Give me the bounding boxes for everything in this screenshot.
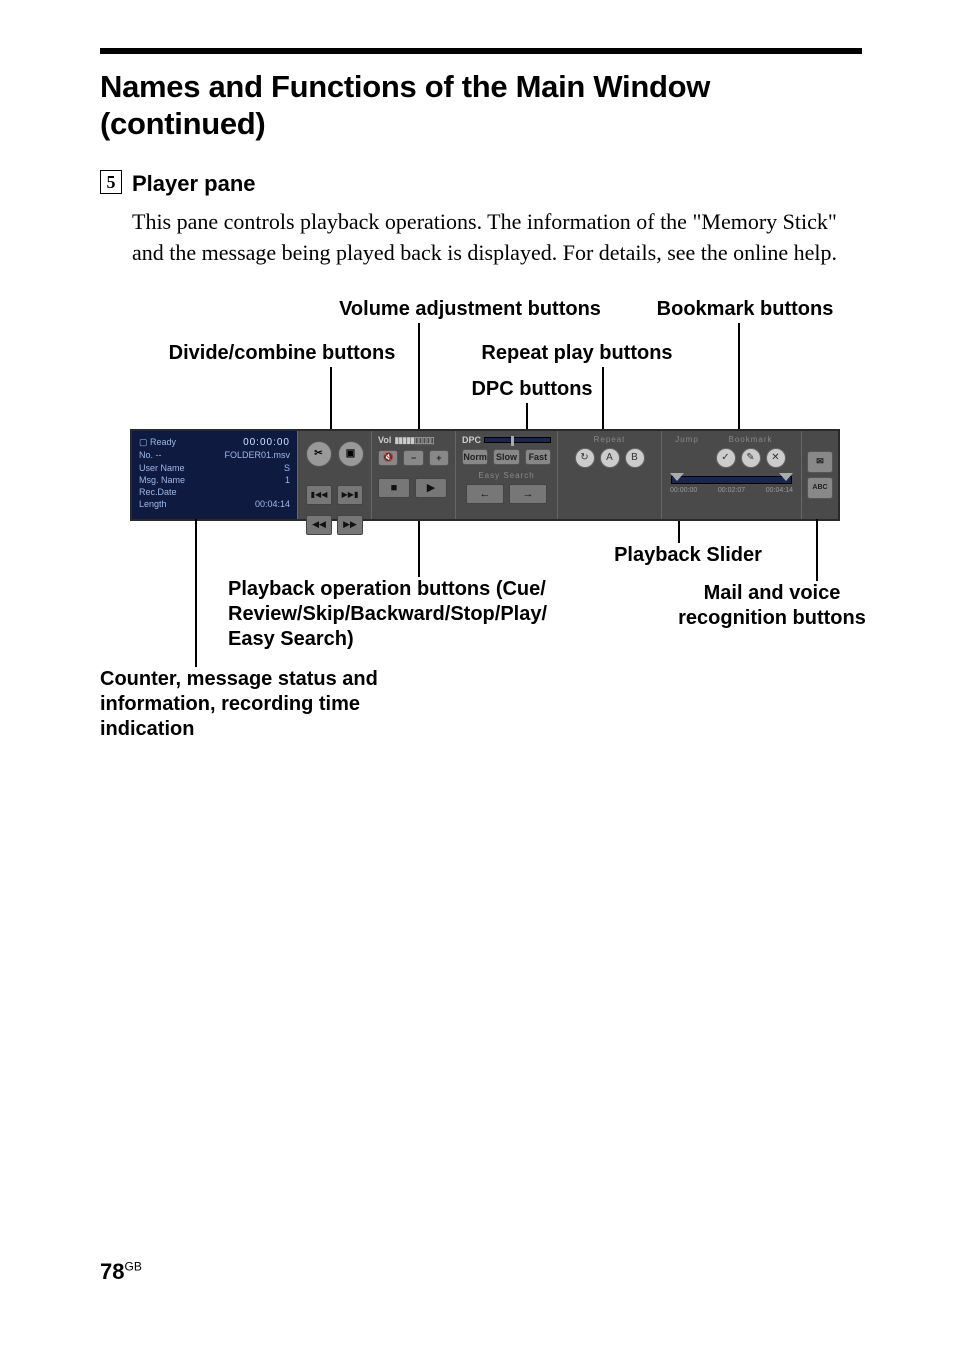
dpc-slow-button[interactable]: Slow [493,449,519,465]
divide-combine-pane: ✂ ▣ ▮◀◀ ▶▶▮ ◀◀ ▶▶ [298,431,372,519]
mail-voice-pane: ✉ ABC [802,431,838,519]
skip-prev-button[interactable]: ▮◀◀ [306,485,332,505]
callout-mail-voice: Mail and voice recognition buttons [662,581,882,631]
stop-button[interactable]: ■ [378,478,410,498]
rewind-button[interactable]: ◀◀ [306,515,332,535]
combine-button[interactable]: ▣ [338,441,364,467]
repeat-b-button[interactable]: B [625,448,645,468]
easy-back-button[interactable]: ← [466,484,504,504]
vol-down-button[interactable]: − [403,450,423,466]
dpc-norm-button[interactable]: Norm [462,449,488,465]
page-number: 78GB [100,1259,142,1285]
play-button[interactable]: ▶ [415,478,447,498]
volume-pane: Vol ▮▮▮▮▮▯▯▯▯▯ 🔇 − + ■ ▶ [372,431,456,519]
callout-counter-info: Counter, message status and information,… [100,667,420,742]
divide-button[interactable]: ✂ [306,441,332,467]
callout-bookmark: Bookmark buttons [630,297,860,322]
bookmark-edit-button[interactable]: ✎ [741,448,761,468]
mail-button[interactable]: ✉ [807,451,833,473]
callout-playback-ops: Playback operation buttons (Cue/ Review/… [228,577,588,652]
callout-repeat: Repeat play buttons [452,341,702,366]
dpc-fast-button[interactable]: Fast [525,449,551,465]
callout-volume: Volume adjustment buttons [280,297,660,322]
playback-slider[interactable] [671,476,792,484]
slider-marker-b[interactable] [779,473,793,481]
repeat-a-button[interactable]: A [600,448,620,468]
section-body-text: This pane controls playback operations. … [132,207,862,269]
section-number-box: 5 [100,170,122,194]
slider-bookmark-pane: Jump Bookmark ✓ ✎ ✕ 00:00:00 00:02:07 [662,431,802,519]
voice-recognition-button[interactable]: ABC [807,477,833,499]
forward-button[interactable]: ▶▶ [337,515,363,535]
bookmark-delete-button[interactable]: ✕ [766,448,786,468]
counter-info-pane: ▢ Ready00:00:00 No. --FOLDER01.msv User … [132,431,298,519]
player-panel: ▢ Ready00:00:00 No. --FOLDER01.msv User … [130,429,840,521]
top-rule [100,48,862,54]
callout-divide: Divide/combine buttons [142,341,422,366]
bookmark-add-button[interactable]: ✓ [716,448,736,468]
callout-slider: Playback Slider [598,543,778,568]
skip-next-button[interactable]: ▶▶▮ [337,485,363,505]
page-title: Names and Functions of the Main Window (… [100,68,862,142]
callout-dpc: DPC buttons [462,377,602,402]
easy-search-label: Easy Search [462,471,551,480]
repeat-loop-button[interactable]: ↻ [575,448,595,468]
dpc-pane: DPC Norm Slow Fast Easy Search ← → [456,431,558,519]
player-diagram: Volume adjustment buttons Bookmark butto… [100,297,862,787]
repeat-pane: Repeat ↻ A B [558,431,662,519]
section-heading: 5 Player pane [100,170,862,197]
mute-button[interactable]: 🔇 [378,450,398,466]
vol-up-button[interactable]: + [429,450,449,466]
slider-marker-a[interactable] [670,473,684,481]
section-label: Player pane [132,170,256,197]
easy-fwd-button[interactable]: → [509,484,547,504]
